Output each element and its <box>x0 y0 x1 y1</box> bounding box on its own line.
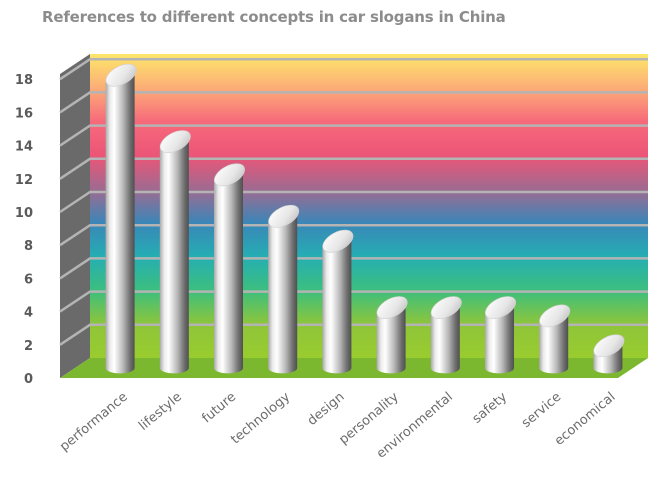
gridline <box>59 290 648 313</box>
bar-cap <box>593 334 625 358</box>
bar-future <box>214 163 245 374</box>
bar-cap <box>539 304 571 328</box>
y-tick-label: 18 <box>15 73 33 88</box>
bar-cap <box>268 204 300 228</box>
y-tick-label: 0 <box>24 372 33 387</box>
x-tick-label: safety <box>470 389 511 426</box>
y-tick-label: 6 <box>24 272 33 287</box>
bar-performance <box>105 63 137 374</box>
bar-cap <box>322 229 354 253</box>
y-tick-label: 16 <box>15 106 33 121</box>
bar-cap <box>159 130 191 153</box>
bar-body <box>214 168 243 374</box>
bar-cap <box>214 163 245 187</box>
bar-lifestyle <box>159 130 191 374</box>
y-tick-label: 2 <box>24 339 33 354</box>
gridline <box>59 257 648 280</box>
bars <box>105 63 625 374</box>
gridline <box>59 57 648 81</box>
bar-body <box>159 135 189 374</box>
bar-environmental <box>430 296 462 374</box>
bar-body <box>105 69 135 374</box>
bar-body <box>322 235 352 374</box>
bar-personality <box>376 296 408 374</box>
bar-service <box>539 304 571 374</box>
bar-safety <box>485 296 516 374</box>
gridline <box>59 190 648 214</box>
x-tick-label: performance <box>57 390 130 455</box>
x-tick-label: service <box>519 390 564 431</box>
bar-cap <box>430 296 462 319</box>
gridline <box>59 323 648 346</box>
bar-design <box>322 229 354 374</box>
gridlines <box>59 57 648 346</box>
bar-cap <box>376 296 408 319</box>
gridline <box>59 124 648 147</box>
x-tick-label: technology <box>228 389 293 447</box>
bar-economical <box>593 334 625 374</box>
gridline <box>59 157 648 180</box>
x-tick-label: design <box>305 390 348 429</box>
bar-body <box>485 301 514 374</box>
y-tick-label: 12 <box>15 173 33 188</box>
bar-cap <box>485 296 516 319</box>
y-tick-label: 10 <box>15 206 33 221</box>
chart-title: References to different concepts in car … <box>42 8 506 26</box>
bar-body <box>430 301 460 374</box>
x-tick-label: future <box>199 390 239 427</box>
y-tick-label: 4 <box>24 306 33 321</box>
gridline <box>59 91 648 114</box>
y-tick-label: 8 <box>24 239 33 254</box>
bar-cap <box>105 63 137 87</box>
y-tick-label: 14 <box>15 140 33 155</box>
bar-body <box>268 210 298 374</box>
bar-body <box>376 301 406 374</box>
bar-technology <box>268 204 300 374</box>
gridline <box>59 223 648 247</box>
x-tick-label: lifestyle <box>136 390 185 434</box>
